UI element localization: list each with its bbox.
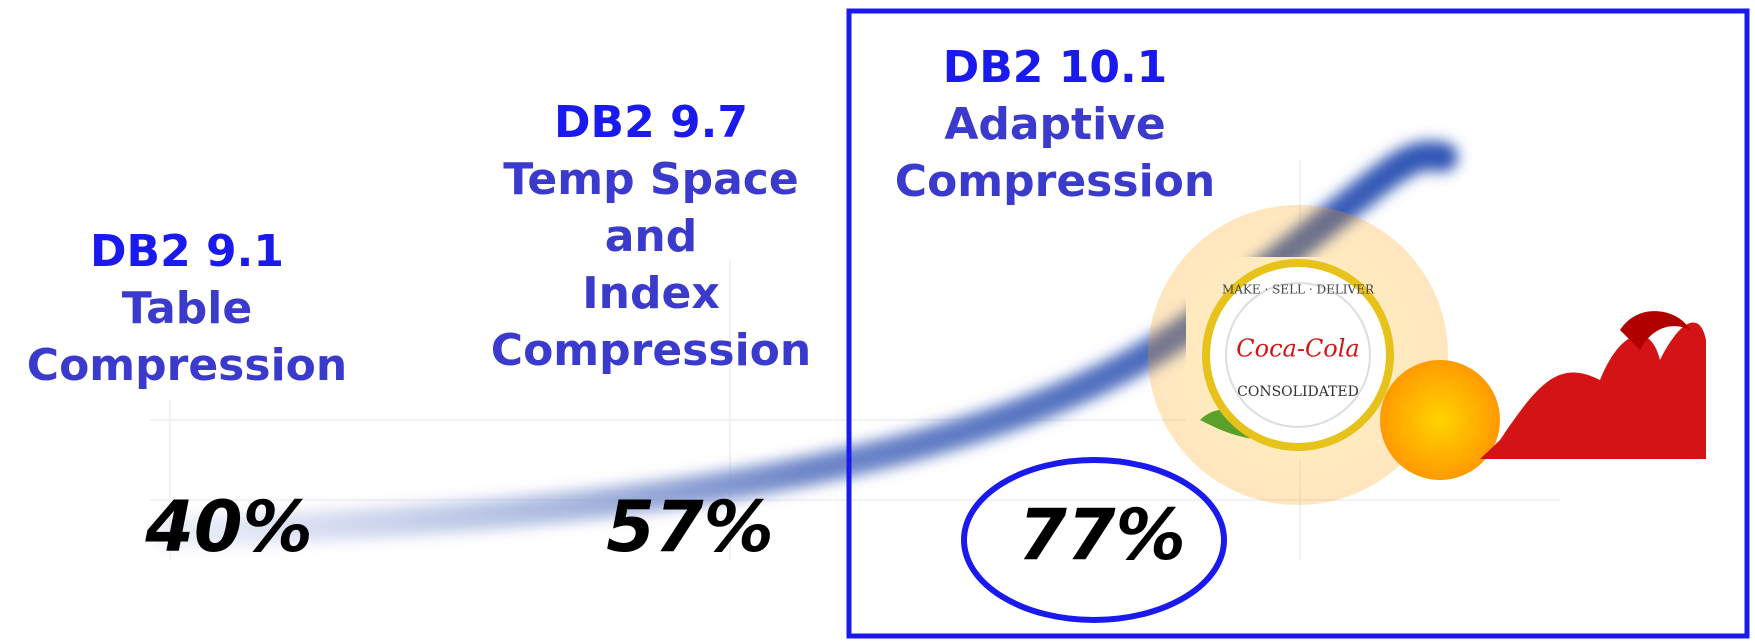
- stage-value: 40%: [144, 486, 313, 568]
- stage-title-line: Table: [122, 283, 252, 334]
- stage-title-line: Index: [582, 268, 719, 319]
- stage-value: 57%: [606, 486, 774, 568]
- logo-brand: Coca-Cola: [1236, 335, 1359, 363]
- stage-title-line: and: [605, 211, 698, 262]
- stage-title-line: Compression: [491, 325, 811, 376]
- stage-version: DB2 10.1: [943, 42, 1168, 93]
- stages: DB2 9.1 Table Compression 40% DB2 9.7 Temp Sp…: [27, 42, 1215, 576]
- stage-title-line: Temp Space: [503, 154, 798, 205]
- slide: MAKE · SELL · DELIVER Coca-Cola CONSOLID…: [0, 0, 1755, 643]
- stage-title-line: Adaptive: [944, 99, 1165, 150]
- stage-title-line: Compression: [27, 340, 347, 391]
- stage-version: DB2 9.7: [554, 97, 748, 148]
- stage-title-line: Compression: [895, 156, 1215, 207]
- stage-version: DB2 9.1: [90, 226, 284, 277]
- logo-name: CONSOLIDATED: [1237, 384, 1359, 400]
- logo: MAKE · SELL · DELIVER Coca-Cola CONSOLID…: [1148, 205, 1706, 505]
- stage-value: 77%: [1018, 494, 1186, 576]
- logo-motto: MAKE · SELL · DELIVER: [1222, 283, 1375, 297]
